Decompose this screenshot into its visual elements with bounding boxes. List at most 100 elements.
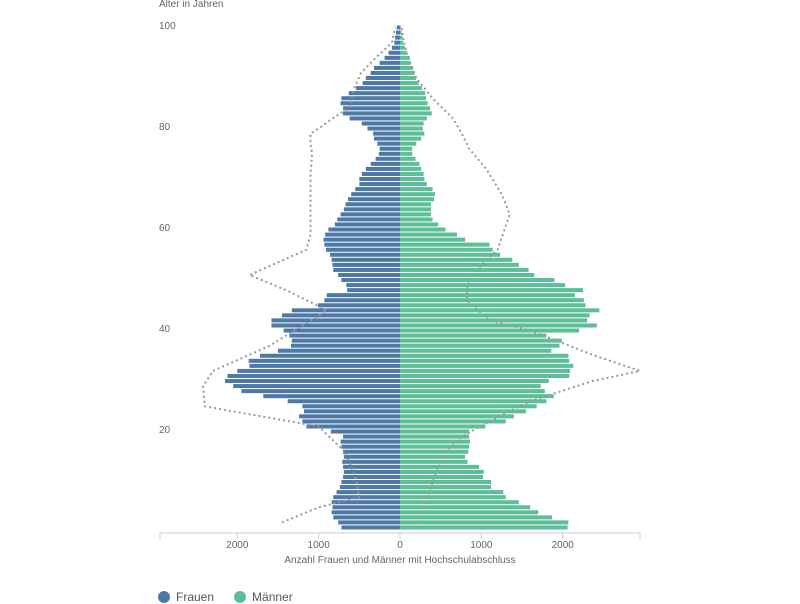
bar-maenner[interactable]: [400, 293, 575, 298]
bar-maenner[interactable]: [400, 459, 468, 464]
bar-maenner[interactable]: [400, 262, 519, 267]
bar-frauen[interactable]: [347, 197, 400, 202]
bar-frauen[interactable]: [282, 313, 400, 318]
bar-frauen[interactable]: [332, 262, 400, 267]
bar-maenner[interactable]: [400, 141, 417, 146]
bar-frauen[interactable]: [287, 399, 400, 404]
bar-frauen[interactable]: [331, 257, 400, 262]
bar-maenner[interactable]: [400, 495, 506, 500]
bar-frauen[interactable]: [341, 444, 400, 449]
bar-maenner[interactable]: [400, 414, 514, 419]
bar-maenner[interactable]: [400, 303, 586, 308]
bar-maenner[interactable]: [400, 192, 435, 197]
bar-frauen[interactable]: [388, 50, 400, 55]
bar-frauen[interactable]: [343, 474, 400, 479]
bar-frauen[interactable]: [241, 389, 400, 394]
bar-maenner[interactable]: [400, 222, 439, 227]
bar-maenner[interactable]: [400, 96, 427, 101]
bar-frauen[interactable]: [343, 106, 400, 111]
bar-maenner[interactable]: [400, 60, 411, 65]
bar-maenner[interactable]: [400, 151, 413, 156]
bar-frauen[interactable]: [370, 70, 400, 75]
bar-frauen[interactable]: [362, 81, 400, 86]
bar-maenner[interactable]: [400, 283, 566, 288]
bar-frauen[interactable]: [334, 222, 400, 227]
bar-maenner[interactable]: [400, 187, 433, 192]
bar-frauen[interactable]: [225, 379, 400, 384]
bar-maenner[interactable]: [400, 444, 470, 449]
bar-frauen[interactable]: [271, 323, 400, 328]
bar-maenner[interactable]: [400, 389, 545, 394]
bar-frauen[interactable]: [290, 343, 400, 348]
bar-maenner[interactable]: [400, 520, 569, 525]
bar-maenner[interactable]: [400, 101, 428, 106]
bar-maenner[interactable]: [400, 161, 420, 166]
bar-maenner[interactable]: [400, 434, 470, 439]
bar-maenner[interactable]: [400, 131, 425, 136]
bar-maenner[interactable]: [400, 409, 527, 414]
bar-frauen[interactable]: [365, 166, 400, 171]
bar-frauen[interactable]: [325, 247, 400, 252]
bar-maenner[interactable]: [400, 81, 419, 86]
bar-frauen[interactable]: [395, 30, 400, 35]
bar-frauen[interactable]: [227, 373, 400, 378]
bar-frauen[interactable]: [394, 40, 400, 45]
bar-frauen[interactable]: [379, 60, 400, 65]
bar-frauen[interactable]: [302, 404, 400, 409]
bar-maenner[interactable]: [400, 146, 413, 151]
bar-maenner[interactable]: [400, 288, 584, 293]
bar-frauen[interactable]: [359, 177, 400, 182]
bar-frauen[interactable]: [348, 91, 400, 96]
bar-maenner[interactable]: [400, 474, 483, 479]
legend-item-frauen[interactable]: Frauen: [158, 590, 214, 604]
bar-frauen[interactable]: [341, 525, 400, 530]
bar-maenner[interactable]: [400, 358, 570, 363]
bar-frauen[interactable]: [289, 333, 400, 338]
bar-maenner[interactable]: [400, 25, 401, 30]
bar-maenner[interactable]: [400, 252, 501, 257]
bar-frauen[interactable]: [379, 146, 400, 151]
bar-frauen[interactable]: [299, 414, 400, 419]
bar-maenner[interactable]: [400, 116, 427, 121]
bar-frauen[interactable]: [365, 76, 400, 81]
bar-maenner[interactable]: [400, 368, 571, 373]
bar-maenner[interactable]: [400, 136, 422, 141]
bar-frauen[interactable]: [341, 480, 400, 485]
bar-maenner[interactable]: [400, 86, 422, 91]
bar-maenner[interactable]: [400, 429, 470, 434]
bar-maenner[interactable]: [400, 500, 519, 505]
bar-maenner[interactable]: [400, 394, 554, 399]
bar-maenner[interactable]: [400, 308, 600, 313]
bar-maenner[interactable]: [400, 45, 405, 50]
bar-frauen[interactable]: [377, 141, 400, 146]
bar-frauen[interactable]: [356, 86, 400, 91]
bar-frauen[interactable]: [304, 409, 400, 414]
bar-frauen[interactable]: [370, 161, 400, 166]
bar-maenner[interactable]: [400, 485, 492, 490]
bar-frauen[interactable]: [395, 35, 400, 40]
bar-frauen[interactable]: [330, 429, 400, 434]
bar-frauen[interactable]: [343, 207, 400, 212]
bar-frauen[interactable]: [338, 520, 400, 525]
bar-maenner[interactable]: [400, 510, 539, 515]
bar-maenner[interactable]: [400, 419, 506, 424]
bar-maenner[interactable]: [400, 373, 570, 378]
bar-frauen[interactable]: [378, 151, 400, 156]
bar-maenner[interactable]: [400, 242, 490, 247]
bar-frauen[interactable]: [325, 232, 400, 237]
bar-frauen[interactable]: [233, 384, 400, 389]
bar-frauen[interactable]: [346, 283, 400, 288]
bar-frauen[interactable]: [361, 171, 400, 176]
bar-frauen[interactable]: [331, 500, 400, 505]
bar-maenner[interactable]: [400, 207, 431, 212]
bar-frauen[interactable]: [373, 131, 400, 136]
bar-maenner[interactable]: [400, 424, 486, 429]
bar-maenner[interactable]: [400, 197, 435, 202]
bar-maenner[interactable]: [400, 363, 574, 368]
bar-maenner[interactable]: [400, 257, 513, 262]
bar-frauen[interactable]: [333, 267, 400, 272]
bar-maenner[interactable]: [400, 55, 410, 60]
bar-maenner[interactable]: [400, 267, 529, 272]
bar-maenner[interactable]: [400, 318, 588, 323]
bar-maenner[interactable]: [400, 166, 422, 171]
